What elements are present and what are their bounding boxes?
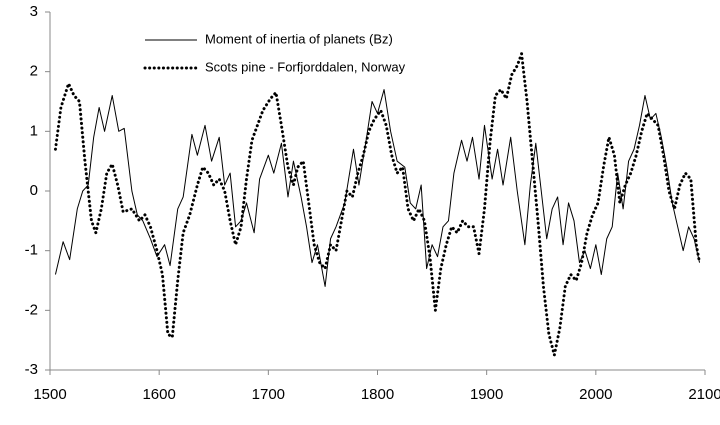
- x-tick-label: 2100: [688, 386, 720, 403]
- y-tick-label: -2: [25, 301, 38, 318]
- x-tick-label: 1900: [470, 386, 503, 403]
- y-tick-label: 3: [30, 3, 38, 20]
- y-tick-label: 0: [30, 182, 38, 199]
- legend: Moment of inertia of planets (Bz) Scots p…: [143, 31, 406, 74]
- legend-label: Moment of inertia of planets (Bz): [205, 31, 393, 46]
- x-tick-label: 2000: [579, 386, 612, 403]
- y-tick-label: 1: [30, 122, 38, 139]
- y-tick-label: -1: [25, 242, 38, 259]
- legend-label: Scots pine - Forfjorddalen, Norway: [205, 59, 406, 74]
- x-tick-label: 1800: [361, 386, 394, 403]
- x-tick-label: 1500: [33, 386, 66, 403]
- x-tick-label: 1700: [252, 386, 285, 403]
- x-tick-label: 1600: [142, 386, 175, 403]
- y-tick-label: -3: [25, 361, 38, 378]
- series-line: [53, 52, 702, 357]
- y-tick-label: 2: [30, 63, 38, 80]
- series-line: [54, 89, 701, 287]
